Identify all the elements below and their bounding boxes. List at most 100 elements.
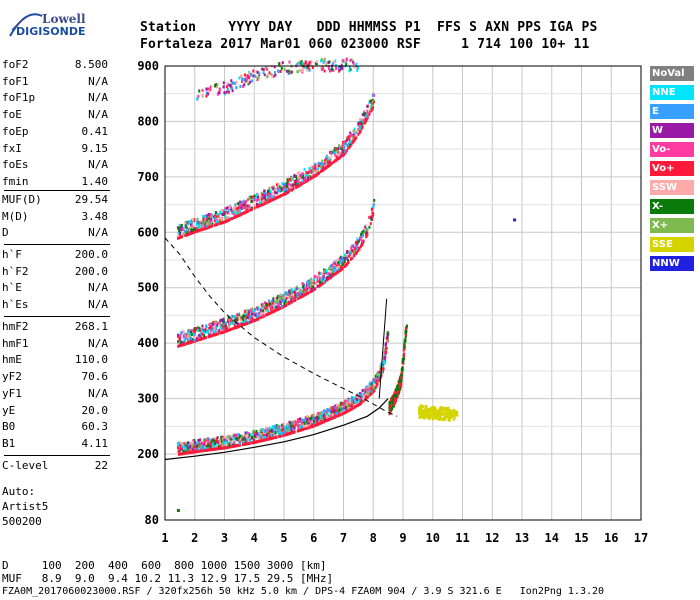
- echo-point: [345, 401, 348, 405]
- echo-point: [216, 440, 219, 444]
- echo-point: [239, 434, 242, 438]
- echo-point: [320, 421, 323, 425]
- echo-point: [241, 77, 244, 81]
- echo-point: [332, 413, 335, 417]
- echo-point: [225, 436, 228, 440]
- echo-point: [279, 428, 282, 432]
- echo-point: [286, 432, 289, 436]
- echo-point: [208, 217, 211, 221]
- echo-point: [230, 445, 233, 449]
- echo-point: [263, 430, 266, 434]
- echo-point: [320, 419, 323, 423]
- param-name: hmF2: [2, 320, 29, 333]
- echo-point: [363, 109, 366, 113]
- echo-point: [226, 326, 229, 330]
- param-value: 9.15: [81, 141, 109, 155]
- echo-point: [314, 287, 317, 291]
- echo-point: [353, 243, 356, 247]
- echo-point: [253, 206, 256, 210]
- echo-point: [339, 413, 342, 417]
- echo-point: [309, 289, 312, 293]
- echo-point: [202, 222, 205, 226]
- echo-point: [227, 90, 230, 94]
- echo-point: [262, 309, 265, 313]
- echo-point: [315, 171, 318, 175]
- echo-point: [279, 300, 282, 304]
- echo-point: [276, 307, 279, 311]
- echo-point: [286, 180, 289, 184]
- echo-point: [266, 65, 269, 69]
- echo-point: [229, 207, 232, 211]
- echo-point: [376, 377, 379, 381]
- echo-point: [187, 222, 190, 226]
- echo-point: [192, 335, 195, 339]
- param-name: hmE: [2, 353, 22, 367]
- echo-point: [282, 422, 285, 426]
- echo-point: [319, 59, 322, 63]
- param-name: B1: [2, 436, 16, 450]
- echo-point: [184, 221, 187, 225]
- echo-point: [180, 441, 183, 445]
- echo-point: [190, 340, 193, 344]
- echo-point: [359, 236, 362, 240]
- digisonde-logo: Lowell DIGISONDE: [4, 4, 114, 44]
- echo-point: [354, 134, 357, 138]
- echo-point: [236, 325, 239, 329]
- echo-point: [309, 423, 312, 427]
- x-tick-label: 16: [604, 531, 618, 545]
- echo-point: [318, 276, 321, 280]
- echo-point: [205, 94, 208, 98]
- echo-point: [433, 411, 436, 415]
- echo-point: [234, 434, 237, 438]
- echo-point: [350, 396, 353, 400]
- y-tick-label: 500: [137, 281, 159, 295]
- echo-point: [243, 200, 246, 204]
- echo-point: [310, 170, 313, 174]
- echo-point: [344, 405, 347, 409]
- echo-point: [271, 198, 274, 202]
- auto-label: Auto:: [2, 485, 36, 498]
- echo-point: [298, 428, 301, 432]
- echo-point: [267, 302, 270, 306]
- echo-point: [370, 217, 373, 221]
- echo-point: [348, 69, 351, 73]
- echo-point: [287, 190, 290, 194]
- echo-point: [237, 324, 240, 328]
- echo-point: [424, 409, 427, 413]
- echo-point: [243, 322, 246, 326]
- echo-point: [179, 228, 182, 232]
- echo-point: [220, 446, 223, 450]
- echo-point: [246, 316, 249, 320]
- echo-point: [217, 445, 220, 449]
- echo-point: [372, 203, 375, 207]
- echo-point: [275, 426, 278, 430]
- echo-point: [246, 320, 249, 324]
- echo-point: [184, 441, 187, 445]
- echo-point: [382, 367, 385, 371]
- echo-point: [210, 440, 213, 444]
- echo-point: [213, 219, 216, 223]
- echo-point: [317, 273, 320, 277]
- echo-point: [349, 58, 352, 62]
- echo-point: [210, 214, 213, 218]
- echo-point: [227, 209, 230, 213]
- echo-point: [230, 438, 233, 442]
- echo-point: [268, 305, 271, 309]
- echo-point: [282, 298, 285, 302]
- echo-point: [220, 328, 223, 332]
- echo-point: [226, 88, 229, 92]
- echo-point: [351, 249, 354, 253]
- echo-point: [190, 333, 193, 337]
- x-tick-label: 14: [545, 531, 559, 545]
- echo-point: [249, 318, 252, 322]
- echo-point: [191, 450, 194, 454]
- echo-point: [198, 228, 201, 232]
- echo-point: [337, 157, 340, 161]
- echo-point: [305, 424, 308, 428]
- echo-point: [265, 193, 268, 197]
- echo-point: [292, 187, 295, 191]
- echo-point: [184, 451, 187, 455]
- echo-point: [251, 312, 254, 316]
- echo-point: [283, 67, 286, 71]
- echo-point: [275, 308, 278, 312]
